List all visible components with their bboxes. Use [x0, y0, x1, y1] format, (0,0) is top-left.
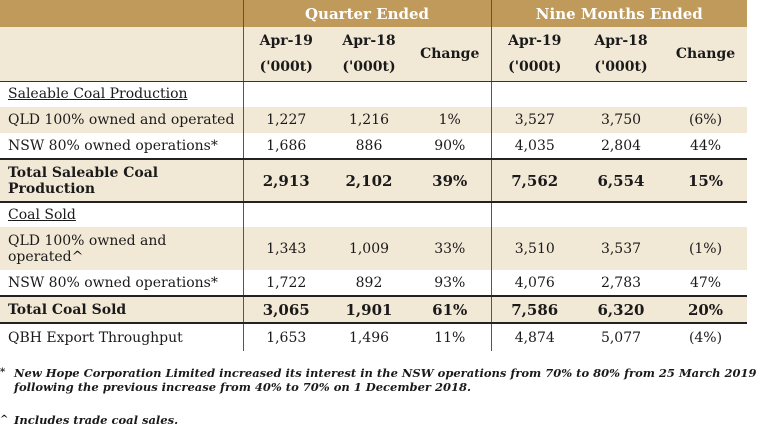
cell: 11% — [434, 329, 466, 346]
cell: 39% — [409, 158, 491, 203]
cell: 1,722 — [242, 270, 329, 296]
cell: 1,901 — [329, 295, 409, 324]
cell: 886 — [355, 137, 383, 154]
table-row: NSW 80% owned operations* 1,686 886 90% … — [0, 133, 748, 159]
header-corner-cell — [0, 0, 243, 27]
row-label: QLD 100% owned and operated^ — [8, 232, 167, 265]
row-label: QLD 100% owned and operated — [8, 112, 235, 128]
cell: 1,653 — [242, 323, 329, 351]
row-label: Saleable Coal Production — [8, 86, 188, 103]
section-row: Coal Sold — [0, 202, 748, 227]
cell: 61% — [409, 295, 491, 324]
cell: 7,586 — [490, 295, 578, 324]
quarter-ended-header: Quarter Ended — [242, 0, 491, 27]
cell: 1,686 — [242, 133, 329, 159]
footnote-text: Includes trade coal sales. — [14, 413, 179, 427]
column-header: Apr-19 ('000t) — [242, 27, 329, 82]
cell: 93% — [434, 274, 466, 291]
total-row: Total Saleable Coal Production 2,913 2,1… — [0, 158, 748, 203]
cell: 2,804 — [600, 137, 642, 154]
cell: 4,076 — [490, 270, 578, 296]
cell: (1%) — [688, 240, 723, 257]
table-row: QBH Export Throughput 1,653 1,496 11% 4,… — [0, 323, 748, 351]
cell: 20% — [664, 295, 748, 324]
cell: 1,496 — [348, 329, 390, 346]
footnote-marker: ^ — [0, 414, 9, 425]
cell: 3,750 — [600, 112, 642, 128]
footnote-text: New Hope Corporation Limited increased i… — [14, 366, 757, 394]
cell: 2,913 — [242, 158, 329, 203]
cell: 7,562 — [490, 158, 578, 203]
cell: 1,009 — [348, 240, 390, 257]
footnote: * New Hope Corporation Limited increased… — [0, 366, 760, 394]
cell: 5,077 — [600, 329, 642, 346]
column-header: Apr-18 ('000t) — [578, 27, 664, 82]
cell: 6,320 — [578, 295, 664, 324]
cell: 44% — [689, 137, 722, 154]
header-label-cell — [0, 27, 243, 82]
column-header: Apr-19 ('000t) — [490, 27, 578, 82]
cell: 2,783 — [600, 274, 642, 291]
column-header: Change — [664, 27, 748, 82]
cell: 3,537 — [600, 240, 642, 257]
cell: 3,065 — [242, 295, 329, 324]
cell: 33% — [434, 240, 466, 257]
section-row: Saleable Coal Production — [0, 81, 748, 107]
group-header-row: Quarter Ended Nine Months Ended — [0, 0, 748, 27]
footnote: ^ Includes trade coal sales. — [0, 413, 760, 427]
row-label: NSW 80% owned operations* — [8, 137, 218, 154]
column-header: Apr-18 ('000t) — [329, 27, 409, 82]
cell: 1,343 — [242, 227, 329, 270]
footnotes: * New Hope Corporation Limited increased… — [0, 366, 760, 427]
coal-production-table: Quarter Ended Nine Months Ended Apr-19 ('… — [0, 0, 748, 351]
cell: (4%) — [688, 329, 723, 346]
cell: 2,102 — [329, 158, 409, 203]
nine-months-ended-header: Nine Months Ended — [490, 0, 748, 27]
cell: 1,216 — [348, 112, 390, 128]
row-label: Total Coal Sold — [0, 295, 243, 324]
total-row: Total Coal Sold 3,065 1,901 61% 7,586 6,… — [0, 295, 748, 324]
cell: 4,035 — [490, 133, 578, 159]
cell: 15% — [664, 158, 748, 203]
cell: 1% — [438, 112, 461, 128]
cell: 1,227 — [242, 107, 329, 133]
cell: 90% — [434, 137, 466, 154]
cell: 892 — [355, 274, 383, 291]
cell: 3,510 — [490, 227, 578, 270]
footnote-marker: * — [0, 367, 6, 378]
row-label: NSW 80% owned operations* — [8, 274, 218, 291]
column-header-row: Apr-19 ('000t) Apr-18 ('000t) Change Apr-1… — [0, 27, 748, 82]
cell: (6%) — [688, 112, 723, 128]
column-header: Change — [409, 27, 491, 82]
table-row: QLD 100% owned and operated^ 1,343 1,009… — [0, 227, 748, 270]
table-row: QLD 100% owned and operated 1,227 1,216 … — [0, 107, 748, 133]
table-row: NSW 80% owned operations* 1,722 892 93% … — [0, 270, 748, 296]
cell: 4,874 — [490, 323, 578, 351]
row-label: Coal Sold — [8, 207, 76, 223]
cell: 47% — [689, 274, 722, 291]
cell: 3,527 — [490, 107, 578, 133]
row-label: QBH Export Throughput — [8, 329, 183, 346]
row-label: Total Saleable Coal Production — [0, 158, 243, 203]
cell: 6,554 — [578, 158, 664, 203]
